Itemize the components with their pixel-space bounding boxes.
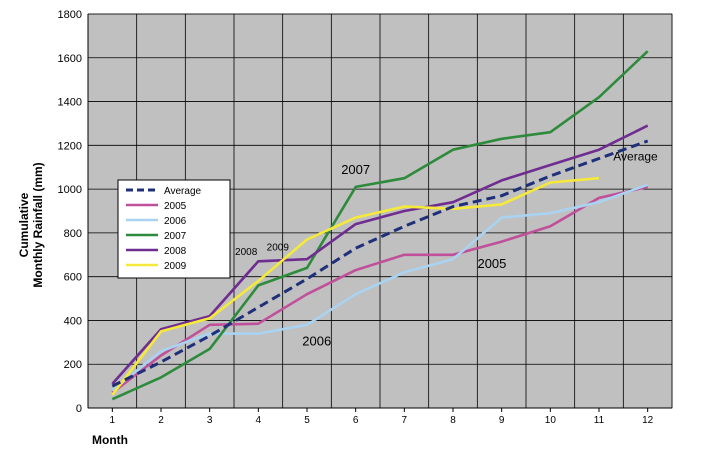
- x-tick-label: 2: [158, 415, 164, 426]
- y-axis-label-line1: Cumulative: [17, 192, 31, 257]
- y-tick-label: 1600: [58, 53, 82, 65]
- x-tick-label: 4: [256, 415, 262, 426]
- series-line-average: [111, 139, 649, 388]
- y-axis-label-line2: Monthly Rainfall (mm): [31, 162, 45, 287]
- x-tick-label: 9: [499, 415, 505, 426]
- annotation-2007: 2007: [341, 162, 370, 177]
- y-tick-label: 200: [64, 359, 82, 371]
- y-tick-label: 1200: [58, 140, 82, 152]
- y-tick-label: 1000: [58, 184, 82, 196]
- series-line-2006: [111, 183, 649, 392]
- annotation-2006: 2006: [302, 334, 331, 349]
- legend-box: [117, 179, 231, 279]
- legend-label-2007: 2007: [164, 231, 187, 242]
- legend-label-2009: 2009: [164, 261, 187, 272]
- legend-label-average: Average: [164, 186, 202, 197]
- x-tick-label: 6: [353, 415, 359, 426]
- annotation-2005: 2005: [477, 256, 506, 271]
- series-line-2005: [111, 185, 648, 394]
- series-line-2008: [111, 124, 649, 385]
- x-tick-label: 10: [545, 415, 557, 426]
- annotation-average: Average: [613, 150, 658, 164]
- x-tick-label: 3: [207, 415, 213, 426]
- legend-label-2005: 2005: [164, 201, 187, 212]
- x-tick-label: 11: [594, 415, 605, 426]
- legend-label-2008: 2008: [164, 246, 187, 257]
- y-tick-label: 400: [64, 315, 82, 327]
- legend-label-2006: 2006: [164, 216, 187, 227]
- x-axis-label: Month: [92, 433, 128, 447]
- x-tick-label: 5: [304, 415, 310, 426]
- y-tick-label: 1400: [58, 97, 82, 109]
- x-tick-label: 7: [402, 415, 408, 426]
- y-tick-label: 800: [64, 228, 82, 240]
- series-line-2009: [111, 176, 600, 396]
- x-tick-label: 12: [642, 415, 654, 426]
- x-tick-label: 1: [110, 415, 116, 426]
- y-tick-label: 600: [64, 272, 82, 284]
- y-tick-label: 0: [76, 403, 82, 415]
- y-tick-label: 1800: [58, 9, 82, 21]
- x-tick-label: 8: [450, 415, 456, 426]
- annotation-2008: 2008: [235, 247, 258, 258]
- series-line-2007: [111, 50, 649, 401]
- annotation-2009: 2009: [267, 242, 290, 253]
